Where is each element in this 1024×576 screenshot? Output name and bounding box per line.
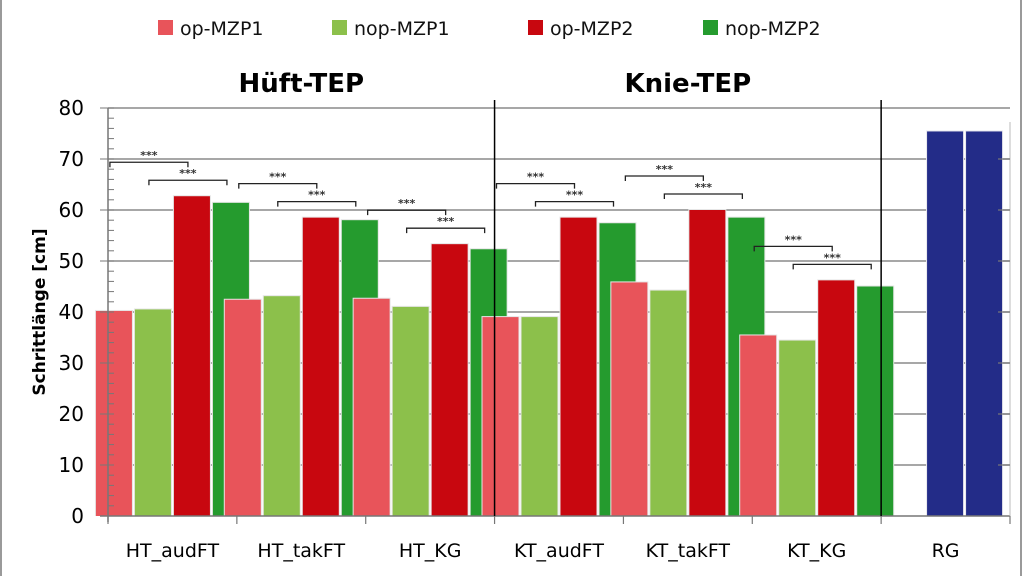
y-tick-label-50: 50	[59, 249, 84, 273]
y-axis-title: Schrittlänge [cm]	[30, 228, 50, 395]
bar-KT_audFT-nop-MZP1	[521, 317, 558, 516]
legend-label-op-MZP2: op-MZP2	[550, 18, 634, 40]
bar-RG-2	[966, 131, 1003, 516]
bar-HT_audFT-op-MZP1	[95, 310, 132, 516]
significance-bracket	[495, 183, 576, 189]
significance-bracket	[277, 201, 357, 207]
y-tick-label-80: 80	[59, 96, 84, 120]
bar-KT_KG-nop-MZP2	[857, 286, 894, 516]
bar-KT_takFT-nop-MZP1	[650, 290, 687, 516]
significance-label: ***	[269, 171, 287, 184]
panel-titles: Hüft-TEP Knie-TEP	[239, 69, 752, 99]
legend-swatch-op-MZP2	[528, 20, 543, 35]
significance-bracket	[366, 209, 447, 216]
legend-label-op-MZP1: op-MZP1	[180, 18, 264, 40]
bar-HT_takFT-op-MZP1	[224, 299, 261, 516]
legend: op-MZP1 nop-MZP1 op-MZP2 nop-MZP2	[158, 18, 821, 40]
significance-bracket	[109, 161, 189, 168]
y-tick-label-10: 10	[59, 453, 84, 477]
legend-swatch-op-MZP1	[158, 20, 173, 35]
significance-bracket	[148, 179, 228, 186]
bar-HT_KG-nop-MZP1	[392, 306, 429, 516]
bar-RG-1	[927, 131, 964, 516]
significance-bracket	[792, 263, 872, 270]
x-tick-label-HT_KG: HT_KG	[399, 540, 462, 562]
bar-HT_takFT-nop-MZP1	[263, 296, 300, 516]
panel-title-knee: Knie-TEP	[624, 69, 751, 99]
bar-HT_audFT-nop-MZP1	[134, 309, 171, 516]
significance-label: ***	[398, 197, 416, 210]
x-tick-label-KT_KG: KT_KG	[787, 540, 846, 562]
bar-KT_KG-op-MZP1	[740, 335, 777, 516]
x-tick-label-KT_takFT: KT_takFT	[646, 540, 731, 562]
legend-swatch-nop-MZP2	[703, 20, 718, 35]
significance-label: ***	[824, 251, 842, 264]
significance-label: ***	[179, 167, 197, 180]
y-tick-label-20: 20	[59, 402, 84, 426]
panel-title-hip: Hüft-TEP	[239, 69, 365, 99]
bar-KT_takFT-op-MZP1	[611, 282, 648, 516]
significance-markers: *** *** *** *** *** *** *** *** *** *** *** ***	[109, 149, 872, 270]
significance-bracket	[238, 183, 318, 189]
y-tick-label-60: 60	[59, 198, 84, 222]
legend-label-nop-MZP2: nop-MZP2	[725, 18, 821, 40]
significance-label: ***	[308, 189, 326, 202]
significance-label: ***	[140, 149, 158, 162]
bar-HT_KG-op-MZP1	[353, 298, 390, 516]
bar-KT_audFT-op-MZP2	[560, 217, 597, 516]
significance-bracket	[753, 245, 833, 252]
bars	[94, 130, 1004, 517]
bar-KT_KG-op-MZP2	[818, 280, 855, 516]
y-tick-label-0: 0	[71, 504, 84, 528]
x-tick-label-KT_audFT: KT_audFT	[514, 540, 604, 562]
bar-KT_takFT-op-MZP2	[689, 210, 726, 516]
significance-label: ***	[695, 181, 713, 194]
y-tick-label-70: 70	[59, 147, 84, 171]
significance-bracket	[663, 193, 744, 199]
axis-labels: 0 10 20 30 40 50 60 70 80 HT_audFT HT_takFT HT_KG KT…	[59, 96, 960, 562]
significance-label: ***	[437, 215, 455, 228]
x-tick-label-HT_audFT: HT_audFT	[126, 540, 220, 562]
bar-KT_KG-nop-MZP1	[779, 340, 816, 516]
legend-label-nop-MZP1: nop-MZP1	[354, 18, 450, 40]
x-tick-label-RG: RG	[932, 540, 960, 562]
significance-label: ***	[656, 163, 674, 176]
x-tick-label-HT_takFT: HT_takFT	[257, 540, 345, 562]
bar-HT_KG-op-MZP2	[431, 244, 468, 517]
significance-bracket	[624, 175, 705, 181]
significance-bracket	[405, 227, 486, 234]
axes	[100, 100, 1011, 524]
significance-bracket	[534, 201, 615, 207]
bar-HT_audFT-op-MZP2	[173, 196, 210, 517]
bar-HT_takFT-op-MZP2	[302, 217, 339, 516]
y-tick-label-30: 30	[59, 351, 84, 375]
significance-label: ***	[566, 189, 584, 202]
significance-label: ***	[527, 171, 545, 184]
significance-label: ***	[785, 233, 803, 246]
bar-KT_audFT-op-MZP1	[482, 317, 519, 516]
legend-swatch-nop-MZP1	[332, 20, 347, 35]
y-tick-label-40: 40	[59, 300, 84, 324]
